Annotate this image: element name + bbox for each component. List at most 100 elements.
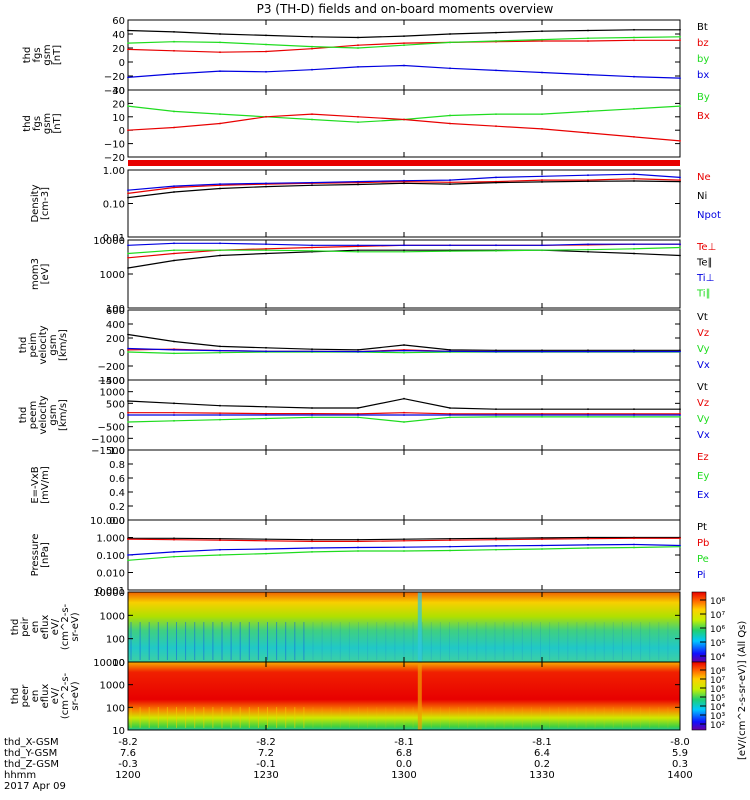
series-point (403, 44, 405, 47)
series-point (495, 69, 497, 72)
series-point (679, 254, 681, 257)
panel-density: 1.00 0.10 0.01 Density[cm-3] Ne Ni Npot (30, 166, 721, 244)
series-point (311, 35, 313, 38)
series-point (357, 47, 359, 49)
legend-Vx: Vx (697, 430, 710, 441)
y-tick-label: 0.10 (103, 200, 125, 211)
series-point (357, 550, 359, 552)
y-axis-label: Pressure[nPa] (30, 534, 51, 577)
series-point (219, 537, 221, 540)
xaxis-value: -8.1 (532, 737, 552, 748)
series-point (127, 421, 129, 423)
y-axis-label: thdpeerenefluxeV/(cm^2-s-sr-eV) (10, 672, 81, 719)
series-point (265, 43, 267, 46)
y-axis-label-line: thd (22, 47, 33, 64)
xaxis-value: 7.2 (258, 748, 274, 759)
y-tick-label: 100 (106, 304, 125, 315)
xaxis-value: -0.3 (118, 759, 138, 770)
series-point (587, 543, 589, 546)
series-point (127, 256, 129, 259)
series-point (541, 408, 543, 411)
series-point (311, 551, 313, 553)
series-point (633, 136, 635, 138)
y-tick-label: 20 (112, 99, 125, 110)
series-point (541, 350, 543, 353)
series-point (541, 181, 543, 183)
series-point (449, 537, 451, 540)
colorbar-tick-label: 10³ (710, 712, 725, 722)
series-point (403, 244, 405, 247)
y-tick-label: −10 (104, 140, 125, 151)
series-point (219, 249, 221, 252)
legend-Bx: Bx (697, 111, 710, 122)
panel-temperature: 10000 1000 100 mom3[eV] Te⊥ Te∥ Ti⊥ Ti∥ (30, 236, 716, 315)
series-point (449, 350, 451, 353)
series-point (127, 42, 129, 44)
series-point (357, 546, 359, 549)
y-tick-label: 10 (112, 658, 125, 669)
series-point (587, 250, 589, 253)
series-point (495, 548, 497, 551)
series-point (633, 543, 635, 546)
series-point (219, 242, 221, 245)
y-axis-label-line: velocity (38, 395, 49, 434)
series-point (587, 408, 589, 411)
series-point (403, 538, 405, 541)
series-point (679, 140, 681, 142)
series-point (495, 538, 497, 541)
series-point (173, 40, 175, 43)
series-point (127, 333, 129, 336)
y-axis-label-line: Pressure (30, 534, 41, 577)
series-point (127, 76, 129, 79)
series-line-Pi (127, 543, 681, 556)
series-point (633, 39, 635, 42)
series-point (357, 44, 359, 47)
series-point (541, 38, 543, 41)
series-point (495, 350, 497, 353)
y-tick-label: −500 (98, 423, 125, 434)
xaxis-value: 1400 (667, 770, 692, 781)
series-point (633, 415, 635, 418)
y-axis-label-line: [nT] (52, 45, 63, 65)
series-point (495, 415, 497, 418)
y-tick-label: 0 (119, 411, 125, 422)
series-point (449, 545, 451, 548)
series-point (311, 244, 313, 247)
series-point (173, 414, 175, 416)
series-point (449, 407, 451, 409)
series-point (449, 539, 451, 542)
series-point (311, 350, 313, 353)
series-point (173, 31, 175, 33)
legend-By: By (697, 92, 710, 103)
series-line-Te∥ (127, 249, 681, 269)
xaxis-date: 2017 Apr 09 (4, 781, 66, 792)
xaxis-row-label: thd_X-GSM (4, 737, 59, 748)
series-point (173, 252, 175, 255)
series-point (311, 45, 313, 48)
series-point (403, 249, 405, 252)
xaxis-value: 6.4 (534, 748, 550, 759)
series-line-Bx (127, 113, 681, 142)
xaxis-row-label: thd_Y-GSM (4, 748, 57, 759)
series-point (495, 125, 497, 128)
series-point (587, 40, 589, 42)
series-point (219, 41, 221, 44)
series-point (357, 540, 359, 543)
series-point (587, 547, 589, 549)
series-point (495, 414, 497, 416)
y-tick-label: 10.000 (90, 516, 125, 527)
y-tick-label: 0.6 (109, 474, 125, 485)
series-point (403, 411, 405, 414)
y-tick-label: 10 (112, 113, 125, 124)
series-point (173, 186, 175, 189)
y-tick-label: 60 (112, 16, 125, 27)
series-point (587, 243, 589, 246)
series-point (357, 183, 359, 186)
series-point (403, 349, 405, 352)
series-point (495, 113, 497, 116)
series-point (449, 181, 451, 184)
colorbar-tick-label: 10⁶ (710, 625, 725, 635)
series-point (265, 539, 267, 542)
colorbar-label: [eV/(cm^2-s-sr-eV)] (All Qs) (737, 621, 748, 760)
series-point (449, 416, 451, 419)
